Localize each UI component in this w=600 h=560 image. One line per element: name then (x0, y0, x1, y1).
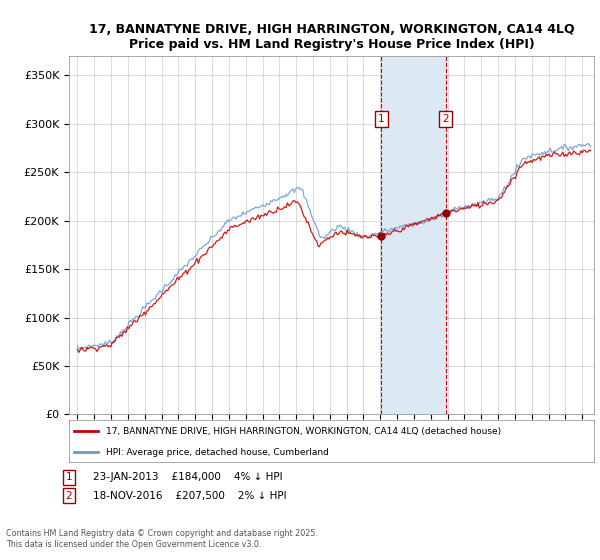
Text: 1: 1 (65, 472, 73, 482)
Title: 17, BANNATYNE DRIVE, HIGH HARRINGTON, WORKINGTON, CA14 4LQ
Price paid vs. HM Lan: 17, BANNATYNE DRIVE, HIGH HARRINGTON, WO… (89, 22, 574, 50)
Text: 2: 2 (442, 114, 449, 124)
Text: 17, BANNATYNE DRIVE, HIGH HARRINGTON, WORKINGTON, CA14 4LQ (detached house): 17, BANNATYNE DRIVE, HIGH HARRINGTON, WO… (106, 427, 501, 436)
Bar (382, 56, 446, 414)
Text: 1: 1 (378, 114, 385, 124)
Text: 2: 2 (65, 491, 73, 501)
Text: 23-JAN-2013    £184,000    4% ↓ HPI: 23-JAN-2013 £184,000 4% ↓ HPI (93, 472, 283, 482)
Text: HPI: Average price, detached house, Cumberland: HPI: Average price, detached house, Cumb… (106, 448, 329, 458)
Text: 18-NOV-2016    £207,500    2% ↓ HPI: 18-NOV-2016 £207,500 2% ↓ HPI (93, 491, 287, 501)
Text: Contains HM Land Registry data © Crown copyright and database right 2025.
This d: Contains HM Land Registry data © Crown c… (6, 529, 318, 549)
